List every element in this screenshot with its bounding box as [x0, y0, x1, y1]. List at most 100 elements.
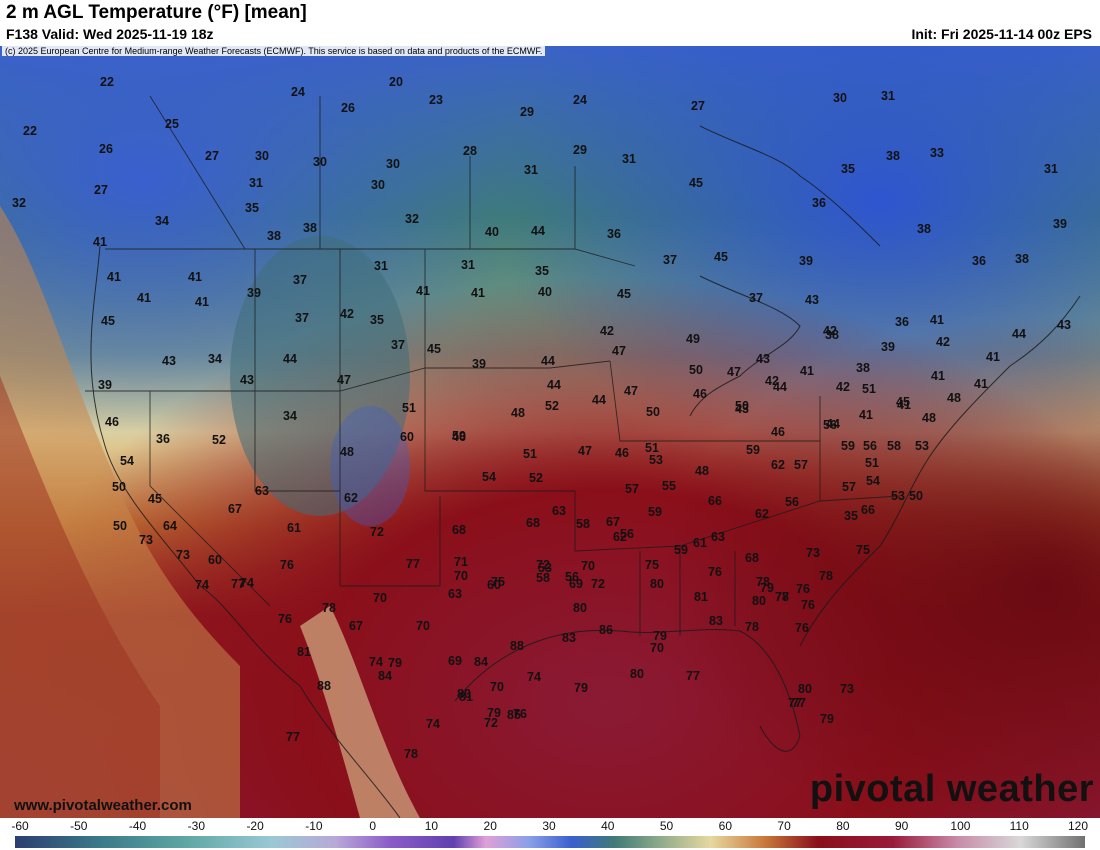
temperature-value: 38 — [886, 149, 900, 163]
temperature-value: 76 — [278, 612, 292, 626]
temperature-value: 76 — [795, 621, 809, 635]
temperature-value: 44 — [283, 352, 297, 366]
temperature-value: 81 — [459, 690, 473, 704]
page-title: 2 m AGL Temperature (°F) [mean] — [6, 2, 307, 23]
temperature-value: 41 — [93, 235, 107, 249]
temperature-value: 75 — [491, 575, 505, 589]
temperature-value: 50 — [909, 489, 923, 503]
temperature-value: 36 — [895, 315, 909, 329]
temperature-value: 60 — [487, 578, 501, 592]
temperature-value: 44 — [826, 417, 840, 431]
temperature-value: 51 — [645, 441, 659, 455]
temperature-value: 51 — [862, 382, 876, 396]
temperature-value: 41 — [416, 284, 430, 298]
temperature-value: 44 — [547, 378, 561, 392]
temperature-value: 42 — [765, 374, 779, 388]
temperature-value: 41 — [931, 369, 945, 383]
colorbar-tick-label: -50 — [70, 819, 88, 833]
temperature-value: 66 — [861, 503, 875, 517]
temperature-value: 60 — [400, 430, 414, 444]
temperature-value: 77 — [775, 590, 789, 604]
temperature-value: 62 — [344, 491, 358, 505]
temperature-value: 42 — [836, 380, 850, 394]
temperature-value: 70 — [650, 641, 664, 655]
temperature-value: 73 — [139, 533, 153, 547]
temperature-value: 41 — [137, 291, 151, 305]
temperature-value: 22 — [23, 124, 37, 138]
temperature-value: 88 — [317, 679, 331, 693]
temperature-value: 53 — [891, 489, 905, 503]
temperature-value: 78 — [775, 590, 789, 604]
colorbar-tick-label: 50 — [659, 819, 674, 833]
temperature-value: 24 — [573, 93, 587, 107]
temperature-value: 41 — [974, 377, 988, 391]
temperature-value: 70 — [490, 680, 504, 694]
border-lines — [85, 95, 901, 636]
temperature-value: 53 — [915, 439, 929, 453]
temperature-value: 41 — [986, 350, 1000, 364]
temperature-value: 35 — [245, 201, 259, 215]
temperature-value: 43 — [735, 402, 749, 416]
colorbar-tick-label: 10 — [424, 819, 439, 833]
temperature-value: 68 — [452, 523, 466, 537]
temperature-value: 54 — [482, 470, 496, 484]
temperature-value: 35 — [370, 313, 384, 327]
temperature-value: 39 — [472, 357, 486, 371]
temperature-value: 30 — [313, 155, 327, 169]
temperature-value: 84 — [378, 669, 392, 683]
temperature-value: 75 — [856, 543, 870, 557]
temperature-value: 63 — [255, 484, 269, 498]
temperature-value: 45 — [714, 250, 728, 264]
temperature-value: 30 — [833, 91, 847, 105]
colorbar-tick-label: 100 — [950, 819, 971, 833]
temperature-value: 68 — [526, 516, 540, 530]
temperature-value: 45 — [427, 342, 441, 356]
temperature-value: 49 — [686, 332, 700, 346]
temperature-value: 68 — [745, 551, 759, 565]
temperature-value: 81 — [297, 645, 311, 659]
temperature-value: 54 — [866, 474, 880, 488]
temperature-value: 67 — [228, 502, 242, 516]
temperature-value: 55 — [662, 479, 676, 493]
brand-logo: pivotal weather — [809, 768, 1094, 810]
temperature-value: 71 — [454, 555, 468, 569]
temperature-value: 31 — [249, 176, 263, 190]
temperature-value: 52 — [529, 471, 543, 485]
temperature-value: 72 — [484, 716, 498, 730]
temperature-value: 76 — [708, 565, 722, 579]
colorbar-tick-label: 80 — [836, 819, 850, 833]
temperature-value: 80 — [630, 667, 644, 681]
colorbar-tick-label: -40 — [128, 819, 147, 833]
temperature-value: 48 — [922, 411, 936, 425]
temperature-value: 75 — [645, 558, 659, 572]
temperature-value: 80 — [752, 594, 766, 608]
temperature-value: 57 — [794, 458, 808, 472]
temperature-value: 61 — [287, 521, 301, 535]
temperature-value: 41 — [859, 408, 873, 422]
temperature-value: 78 — [404, 747, 418, 761]
temperature-value: 62 — [613, 530, 627, 544]
temperature-value: 86 — [599, 623, 613, 637]
temperature-value: 37 — [749, 291, 763, 305]
temperature-value: 76 — [280, 558, 294, 572]
temperature-value: 46 — [771, 425, 785, 439]
temperature-value: 59 — [674, 543, 688, 557]
temperature-value: 59 — [746, 443, 760, 457]
temperature-value: 85 — [507, 708, 521, 722]
temperature-value: 43 — [240, 373, 254, 387]
temperature-value: 63 — [448, 587, 462, 601]
temperature-value: 42 — [823, 324, 837, 338]
temperature-value: 39 — [799, 254, 813, 268]
temperature-value: 80 — [573, 601, 587, 615]
temperature-value: 37 — [295, 311, 309, 325]
temperature-value: 45 — [896, 395, 910, 409]
colorbar-tick-label: 30 — [542, 819, 556, 833]
temperature-value: 33 — [930, 146, 944, 160]
colorbar — [15, 836, 1085, 848]
temperature-value: 73 — [806, 546, 820, 560]
temperature-value: 47 — [624, 384, 638, 398]
temperature-value: 27 — [691, 99, 705, 113]
temperature-value: 53 — [538, 561, 552, 575]
temperature-value: 45 — [689, 176, 703, 190]
temperature-value: 78 — [756, 575, 770, 589]
